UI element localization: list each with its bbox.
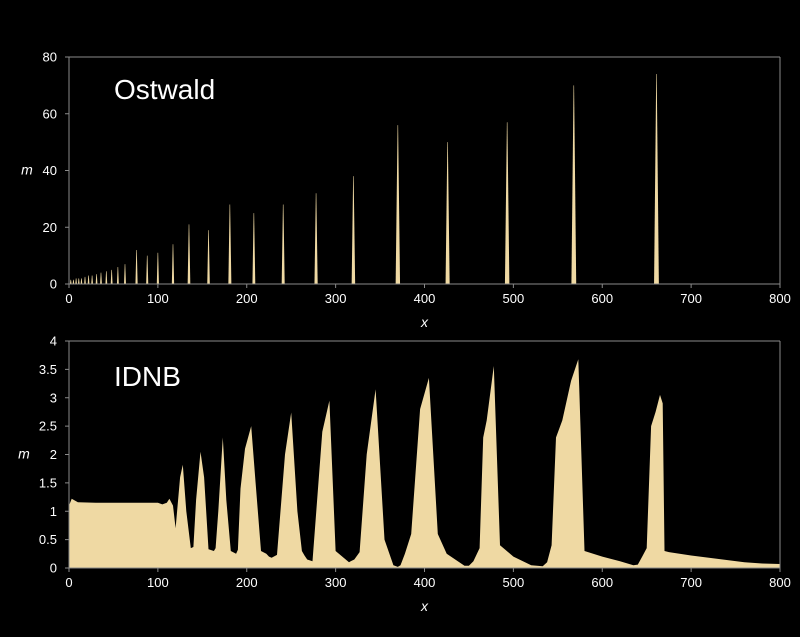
ostwald-y-ticks: 0 20 40 60 80	[43, 50, 69, 292]
x-tick-label: 800	[769, 575, 791, 590]
ostwald-spike	[87, 275, 90, 284]
y-tick-label: 0	[50, 277, 57, 292]
y-tick-label: 4	[50, 334, 57, 349]
x-tick-label: 400	[414, 291, 436, 306]
idnb-panel-title: IDNB	[114, 361, 181, 392]
x-tick-label: 600	[591, 575, 613, 590]
x-tick-label: 400	[414, 575, 436, 590]
y-tick-label: 80	[43, 50, 57, 65]
y-tick-label: 0.5	[39, 532, 57, 547]
ostwald-spike	[116, 266, 119, 284]
ostwald-spike	[84, 276, 86, 284]
x-tick-label: 100	[147, 291, 169, 306]
x-tick-label: 300	[325, 291, 347, 306]
y-tick-label: 40	[43, 163, 57, 178]
ostwald-spike	[124, 264, 126, 284]
ostwald-spike	[80, 278, 83, 284]
ostwald-spike	[72, 279, 75, 284]
ostwald-spike	[110, 269, 113, 284]
ostwald-spike	[314, 193, 318, 284]
x-tick-label: 200	[236, 575, 258, 590]
ostwald-spike	[228, 204, 232, 284]
ostwald-spike	[75, 278, 77, 284]
x-tick-label: 100	[147, 575, 169, 590]
ostwald-spike	[135, 249, 138, 284]
ostwald-spike	[100, 272, 102, 284]
ostwald-panel-title: Ostwald	[114, 74, 215, 105]
x-tick-label: 0	[65, 291, 72, 306]
x-tick-label: 200	[236, 291, 258, 306]
x-tick-label: 600	[591, 291, 613, 306]
ostwald-x-ticks: 0 100 200 300 400 500 600 700 800	[65, 284, 791, 306]
y-tick-label: 20	[43, 220, 57, 235]
y-tick-label: 2.5	[39, 419, 57, 434]
y-tick-label: 60	[43, 106, 57, 121]
x-tick-label: 700	[680, 575, 702, 590]
ostwald-spike	[207, 230, 210, 284]
ostwald-spike	[171, 244, 175, 284]
y-tick-label: 2	[50, 447, 57, 462]
ostwald-spike	[252, 213, 256, 284]
x-tick-label: 800	[769, 291, 791, 306]
x-tick-label: 0	[65, 575, 72, 590]
ostwald-spike	[395, 125, 401, 284]
ostwald-spike	[281, 204, 285, 284]
idnb-panel: 0 100 200 300 400 500 600 700 800 0 0.5 1 1.5 2 2.5 3 3…	[18, 334, 791, 615]
ostwald-spike	[156, 252, 159, 284]
idnb-y-axis-label: m	[18, 446, 30, 462]
ostwald-x-axis-label: x	[420, 314, 429, 330]
y-tick-label: 1.5	[39, 475, 57, 490]
ostwald-spike	[351, 176, 356, 284]
ostwald-spike	[95, 274, 98, 284]
ostwald-panel: 0 100 200 300 400 500 600 700 800 0 20 40 60 80 Ostw…	[21, 50, 791, 331]
ostwald-spike	[504, 122, 510, 284]
idnb-x-ticks: 0 100 200 300 400 500 600 700 800	[65, 568, 791, 590]
y-tick-label: 1	[50, 504, 57, 519]
idnb-y-ticks: 0 0.5 1 1.5 2 2.5 3 3.5 4	[39, 334, 69, 576]
ostwald-spike	[105, 271, 108, 284]
ostwald-spike	[571, 85, 577, 284]
idnb-area-path	[69, 359, 780, 568]
ostwald-spike	[77, 278, 80, 284]
idnb-x-axis-label: x	[420, 598, 429, 614]
x-tick-label: 300	[325, 575, 347, 590]
ostwald-y-axis-label: m	[21, 162, 33, 178]
x-tick-label: 500	[503, 575, 525, 590]
idnb-area	[69, 359, 780, 568]
y-tick-label: 3	[50, 390, 57, 405]
ostwald-spike	[445, 142, 450, 284]
x-tick-label: 700	[680, 291, 702, 306]
ostwald-spike	[91, 275, 93, 284]
ostwald-spikes	[69, 74, 659, 285]
ostwald-spike	[146, 255, 149, 284]
ostwald-spike	[654, 74, 659, 285]
ostwald-spike	[187, 224, 191, 284]
ostwald-spike	[69, 279, 72, 284]
y-tick-label: 0	[50, 561, 57, 576]
y-tick-label: 3.5	[39, 362, 57, 377]
x-tick-label: 500	[503, 291, 525, 306]
